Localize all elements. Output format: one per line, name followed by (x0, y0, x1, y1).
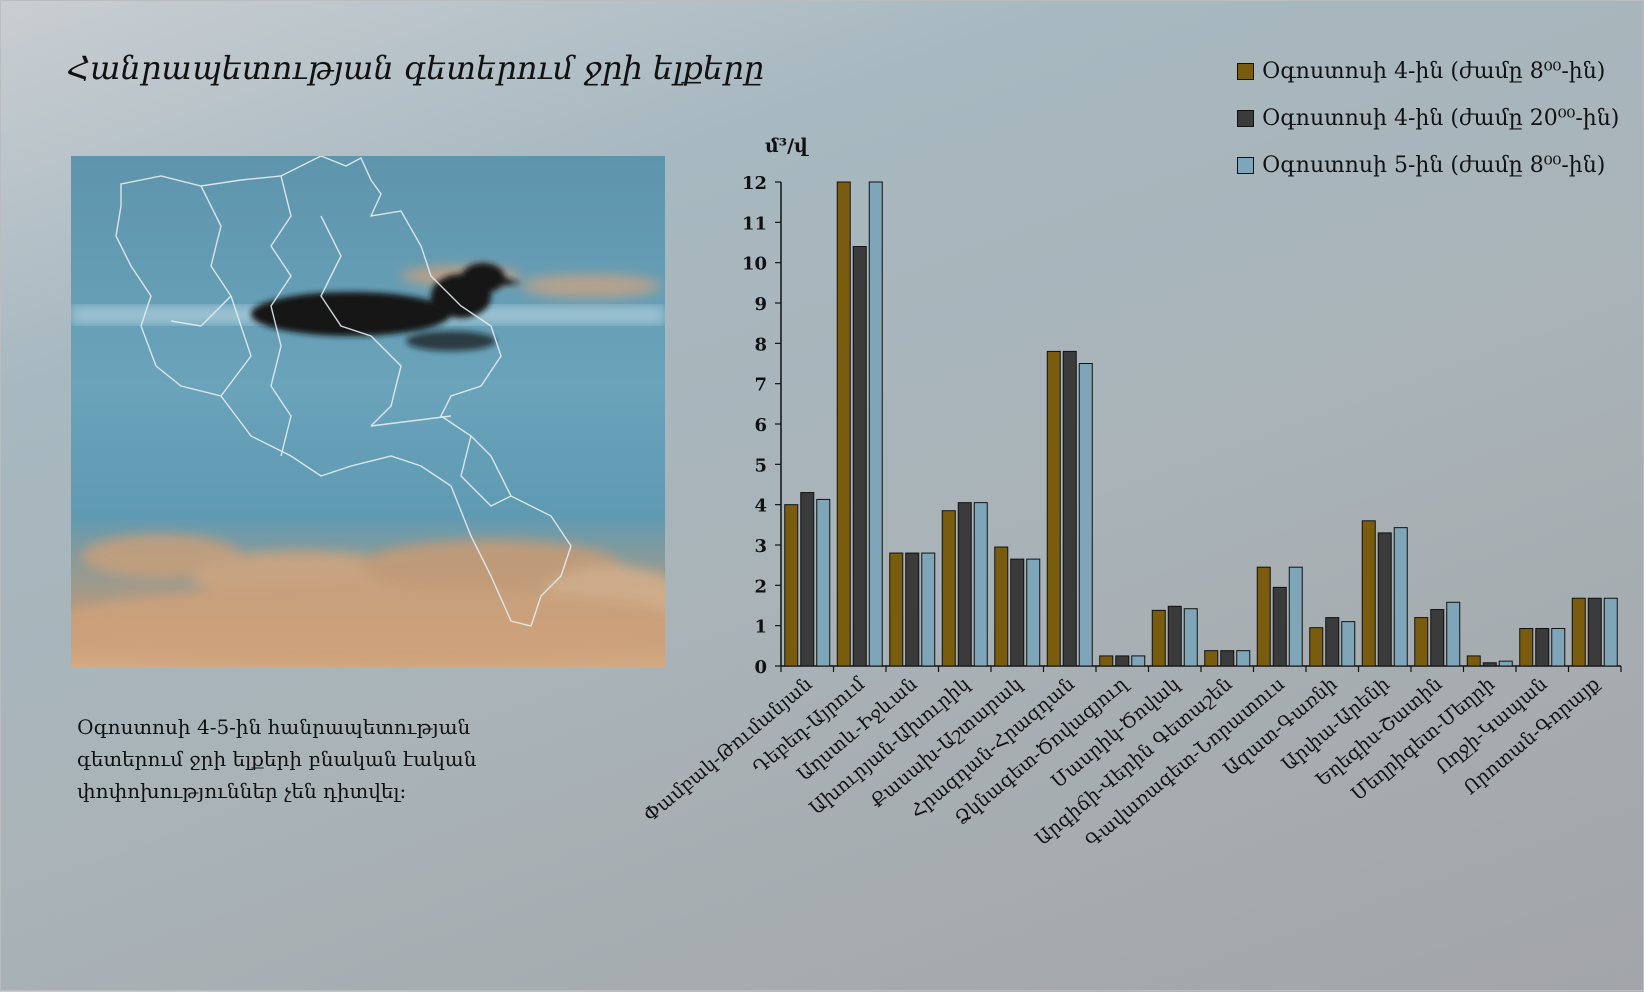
y-tick-label: 6 (754, 415, 767, 436)
bar (1256, 566, 1271, 667)
y-tick-label: 12 (742, 173, 767, 194)
legend-swatch (1237, 63, 1254, 80)
legend-label: Օգոստոսի 4-ին (ժամը 20⁰⁰-ին) (1262, 106, 1620, 131)
y-tick-label: 0 (754, 657, 767, 678)
bar (1183, 608, 1198, 667)
bar (1236, 650, 1251, 667)
bar (800, 492, 815, 667)
y-axis-unit: մ³/վ (765, 135, 808, 157)
y-tick-label: 7 (754, 375, 767, 396)
bar (1361, 520, 1376, 667)
slide-title: Հանրապետության գետերում ջրի ելքերը (67, 49, 765, 87)
bar (1062, 350, 1077, 667)
legend-label: Օգոստոսի 5-ին (ժամը 8⁰⁰-ին) (1262, 153, 1606, 178)
y-tick-label: 5 (754, 455, 767, 476)
bar (957, 502, 972, 667)
bar (852, 246, 867, 667)
legend-item: Օգոստոսի 4-ին (ժամը 20⁰⁰-ին) (1237, 95, 1619, 142)
bar (784, 504, 799, 667)
bar (1498, 660, 1513, 667)
bar (994, 546, 1009, 667)
bar (1393, 527, 1408, 667)
caption-text: Օգոստոսի 4-5-ին հանրապետության գետերում … (77, 715, 477, 803)
bar (1220, 650, 1235, 667)
y-tick-label: 4 (754, 496, 767, 517)
bar (1309, 627, 1324, 667)
bar (1587, 597, 1602, 667)
legend-swatch (1237, 110, 1254, 127)
bar (1519, 627, 1534, 667)
bar (1078, 363, 1093, 667)
bar (1430, 609, 1445, 667)
bar (921, 552, 936, 667)
bar (1446, 601, 1461, 667)
chart-legend: Օգոստոսի 4-ին (ժամը 8⁰⁰-ին) Օգոստոսի 4-ին… (1237, 48, 1619, 189)
legend-swatch (1237, 157, 1254, 174)
bar (1026, 558, 1041, 667)
legend-item: Օգոստոսի 5-ին (ժամը 8⁰⁰-ին) (1237, 142, 1619, 189)
bar (973, 502, 988, 667)
y-tick-label: 2 (754, 576, 767, 597)
bar (1535, 627, 1550, 667)
duck-on-water-with-map-outline-icon (71, 156, 665, 666)
bar (1046, 350, 1061, 667)
bar (1551, 627, 1566, 667)
y-tick-label: 10 (742, 254, 767, 275)
bar (905, 552, 920, 667)
bar (1325, 617, 1340, 667)
bar (941, 510, 956, 667)
bar (1272, 586, 1287, 667)
legend-label: Օգոստոսի 4-ին (ժամը 8⁰⁰-ին) (1262, 59, 1606, 84)
y-tick-label: 11 (742, 213, 767, 234)
bar (1414, 617, 1429, 667)
bar (1288, 566, 1303, 667)
bar (1115, 655, 1130, 667)
bar (1010, 558, 1025, 667)
bar (1466, 655, 1481, 667)
y-tick-label: 1 (754, 617, 767, 638)
y-tick-label: 8 (754, 334, 767, 355)
y-tick-label: 9 (754, 294, 767, 315)
bar (1603, 597, 1618, 667)
bar (1482, 662, 1497, 667)
duck-photo (71, 156, 665, 668)
bar (1377, 532, 1392, 667)
bar (868, 181, 883, 667)
bar (816, 498, 831, 667)
bar (1571, 597, 1586, 667)
bar (1099, 655, 1114, 667)
bar (1204, 650, 1219, 667)
bar (1341, 621, 1356, 667)
bar (889, 552, 904, 667)
bar (1167, 605, 1182, 667)
legend-item: Օգոստոսի 4-ին (ժամը 8⁰⁰-ին) (1237, 48, 1619, 95)
bar (1131, 655, 1146, 667)
bar (836, 181, 851, 667)
bar (1151, 609, 1166, 667)
y-tick-label: 3 (754, 536, 767, 557)
